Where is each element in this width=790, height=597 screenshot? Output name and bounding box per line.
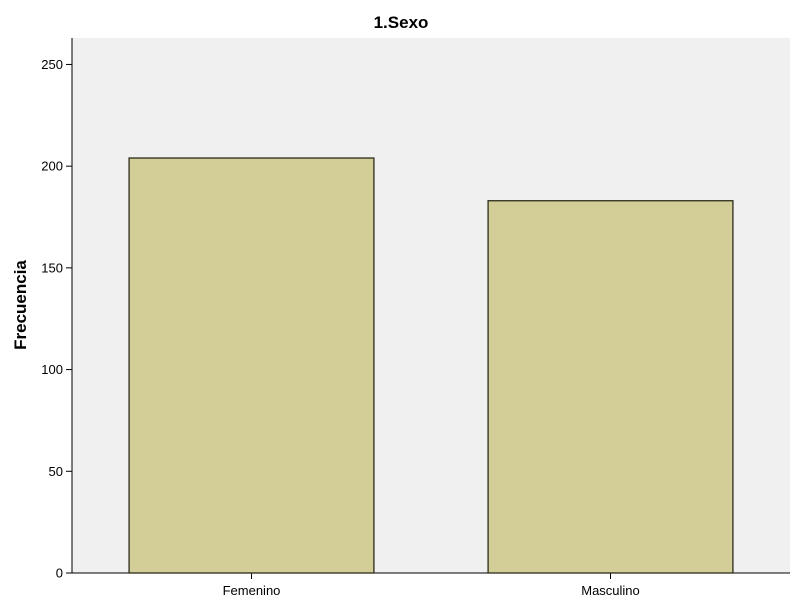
y-tick-label: 250 [41,57,63,72]
y-axis-label: Frecuencia [11,260,30,350]
y-tick-label: 0 [56,566,63,581]
y-tick-label: 100 [41,362,63,377]
bar-masculino [487,200,734,574]
x-axis: Femenino Masculino [72,572,790,597]
y-tick-label: 50 [49,464,63,479]
y-tick-label: 150 [41,260,63,275]
chart-title: 1.Sexo [374,13,429,32]
y-tick-label: 200 [41,159,63,174]
y-axis: 0 50 100 150 200 250 [41,38,73,581]
bar-femenino [128,157,375,574]
x-tick-label: Masculino [581,583,640,597]
x-tick-label: Femenino [223,583,281,597]
bars-group [128,157,734,574]
